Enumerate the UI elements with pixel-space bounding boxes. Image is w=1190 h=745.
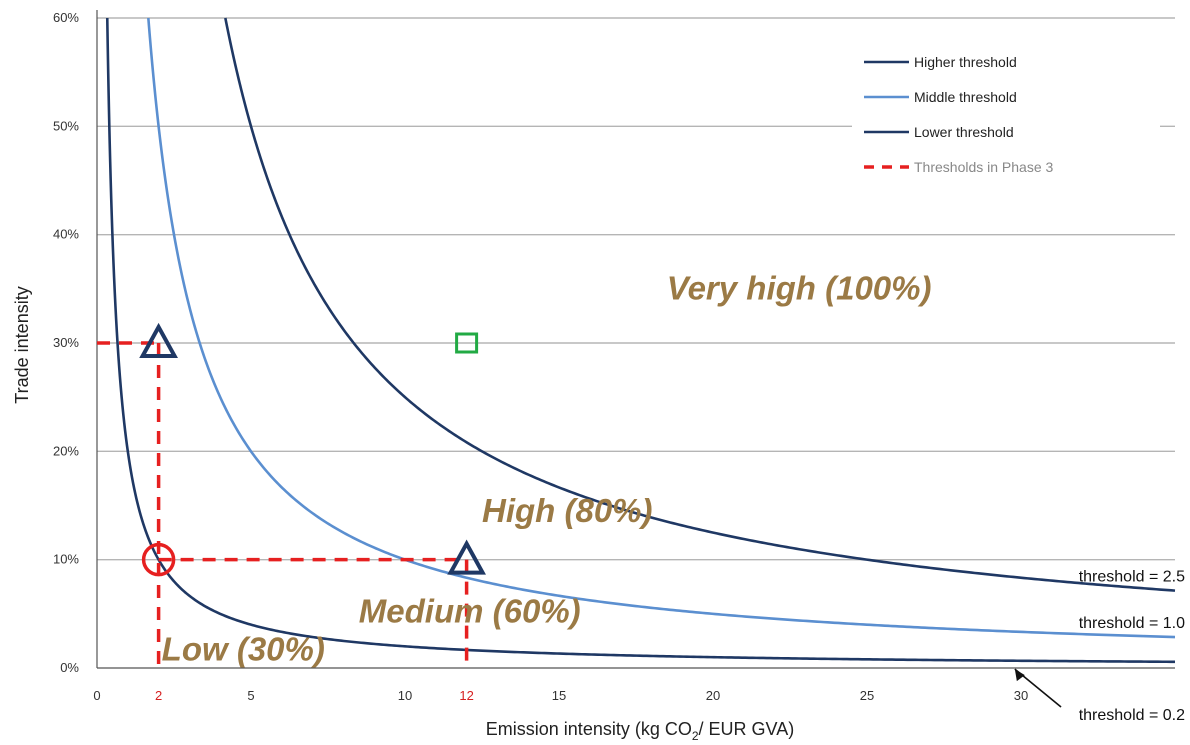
legend: Higher threshold Middle threshold Lower th… xyxy=(852,44,1160,175)
y-tick-label: 30% xyxy=(53,335,79,350)
x-tick-label: 0 xyxy=(93,688,100,703)
x-tick-label: 20 xyxy=(706,688,720,703)
x-axis-title: Emission intensity (kg CO2/ EUR GVA) xyxy=(486,719,794,743)
x-tick-label: 30 xyxy=(1014,688,1028,703)
region-label: High (80%) xyxy=(482,492,653,529)
y-tick-label: 20% xyxy=(53,443,79,458)
pointer-arrow-head xyxy=(1014,669,1025,682)
threshold-curves xyxy=(105,17,1176,664)
curve-label: threshold = 1.0 xyxy=(1079,615,1185,632)
curve-label: threshold = 2.5 xyxy=(1079,568,1185,585)
y-tick-label: 60% xyxy=(53,10,79,25)
region-labels: Very high (100%) High (80%) Medium (60%) Lo… xyxy=(162,270,932,668)
axes: 0% 10% 20% 30% 40% 50% 60% 0 5 10 15 20 25 30 2 12 xyxy=(53,10,1175,703)
threshold-curve-1 xyxy=(224,17,1176,592)
y-tick-label: 40% xyxy=(53,227,79,242)
markers xyxy=(139,322,486,577)
curve-labels: threshold = 2.5 threshold = 1.0 threshold … xyxy=(1014,568,1185,724)
triangle-marker xyxy=(139,322,178,358)
triangle-marker xyxy=(447,539,486,575)
grid xyxy=(97,17,1175,561)
legend-background xyxy=(852,44,1160,174)
region-label: Low (30%) xyxy=(162,630,325,667)
curve-label: threshold = 0.2 xyxy=(1079,707,1185,724)
threshold-curve-3 xyxy=(105,17,1176,664)
legend-label: Higher threshold xyxy=(914,54,1017,70)
x-tick-label-red: 12 xyxy=(459,688,473,703)
x-tick-label: 25 xyxy=(860,688,874,703)
x-tick-label-red: 2 xyxy=(155,688,162,703)
x-tick-label: 5 xyxy=(247,688,254,703)
y-tick-label: 0% xyxy=(60,660,79,675)
region-label: Very high (100%) xyxy=(667,270,932,307)
y-tick-label: 50% xyxy=(53,118,79,133)
legend-label: Middle threshold xyxy=(914,89,1017,105)
x-tick-label: 10 xyxy=(398,688,412,703)
legend-label: Lower threshold xyxy=(914,124,1014,140)
y-axis-title: Trade intensity xyxy=(12,286,32,403)
square-marker xyxy=(455,332,479,354)
region-label: Medium (60%) xyxy=(359,593,581,630)
y-tick-label: 10% xyxy=(53,552,79,567)
circle-marker xyxy=(141,542,176,577)
threshold-curve-2 xyxy=(147,17,1176,639)
legend-label-phase3: Thresholds in Phase 3 xyxy=(914,159,1054,175)
x-tick-label: 15 xyxy=(552,688,566,703)
